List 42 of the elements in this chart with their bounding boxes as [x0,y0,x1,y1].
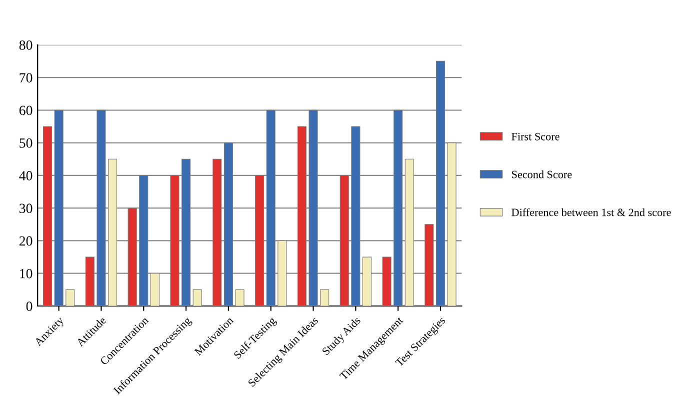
y-tick-label: 20 [19,236,32,246]
bar [382,256,392,306]
y-tick-label: 50 [20,138,32,148]
y-tick-label: 30 [20,204,32,214]
y-tick-label: 60 [19,106,32,116]
bar [297,126,306,306]
bar [320,289,330,306]
bar [278,240,287,306]
bar [170,175,180,306]
bar [447,142,456,306]
y-tick-label: 10 [20,268,32,278]
bar [340,175,349,306]
bar [255,175,264,306]
bar [150,273,160,306]
bar [139,175,148,306]
y-tick-label: 0 [26,302,32,311]
y-tick-label: 40 [19,171,32,180]
bar [424,224,434,306]
bar [404,158,414,306]
bar [266,110,276,306]
bar [351,126,360,306]
bar [54,110,64,306]
y-tick-label: 80 [19,40,32,50]
bar [212,158,222,306]
bar [308,110,318,306]
bar [42,126,52,306]
bar [66,289,75,306]
bar [108,158,118,306]
bar [224,142,233,306]
y-tick-label: 70 [20,73,32,82]
bar [85,256,94,306]
legend-label: First Score [512,132,560,140]
legend-label: Second Score [512,170,572,178]
bar [235,289,244,306]
bar [394,110,403,306]
bar [436,60,446,306]
bar [96,110,106,306]
legend-label: Difference between 1st & 2nd score [512,208,671,216]
bar [362,256,372,306]
bar [182,158,191,306]
bar [128,208,137,306]
bar [192,289,202,306]
